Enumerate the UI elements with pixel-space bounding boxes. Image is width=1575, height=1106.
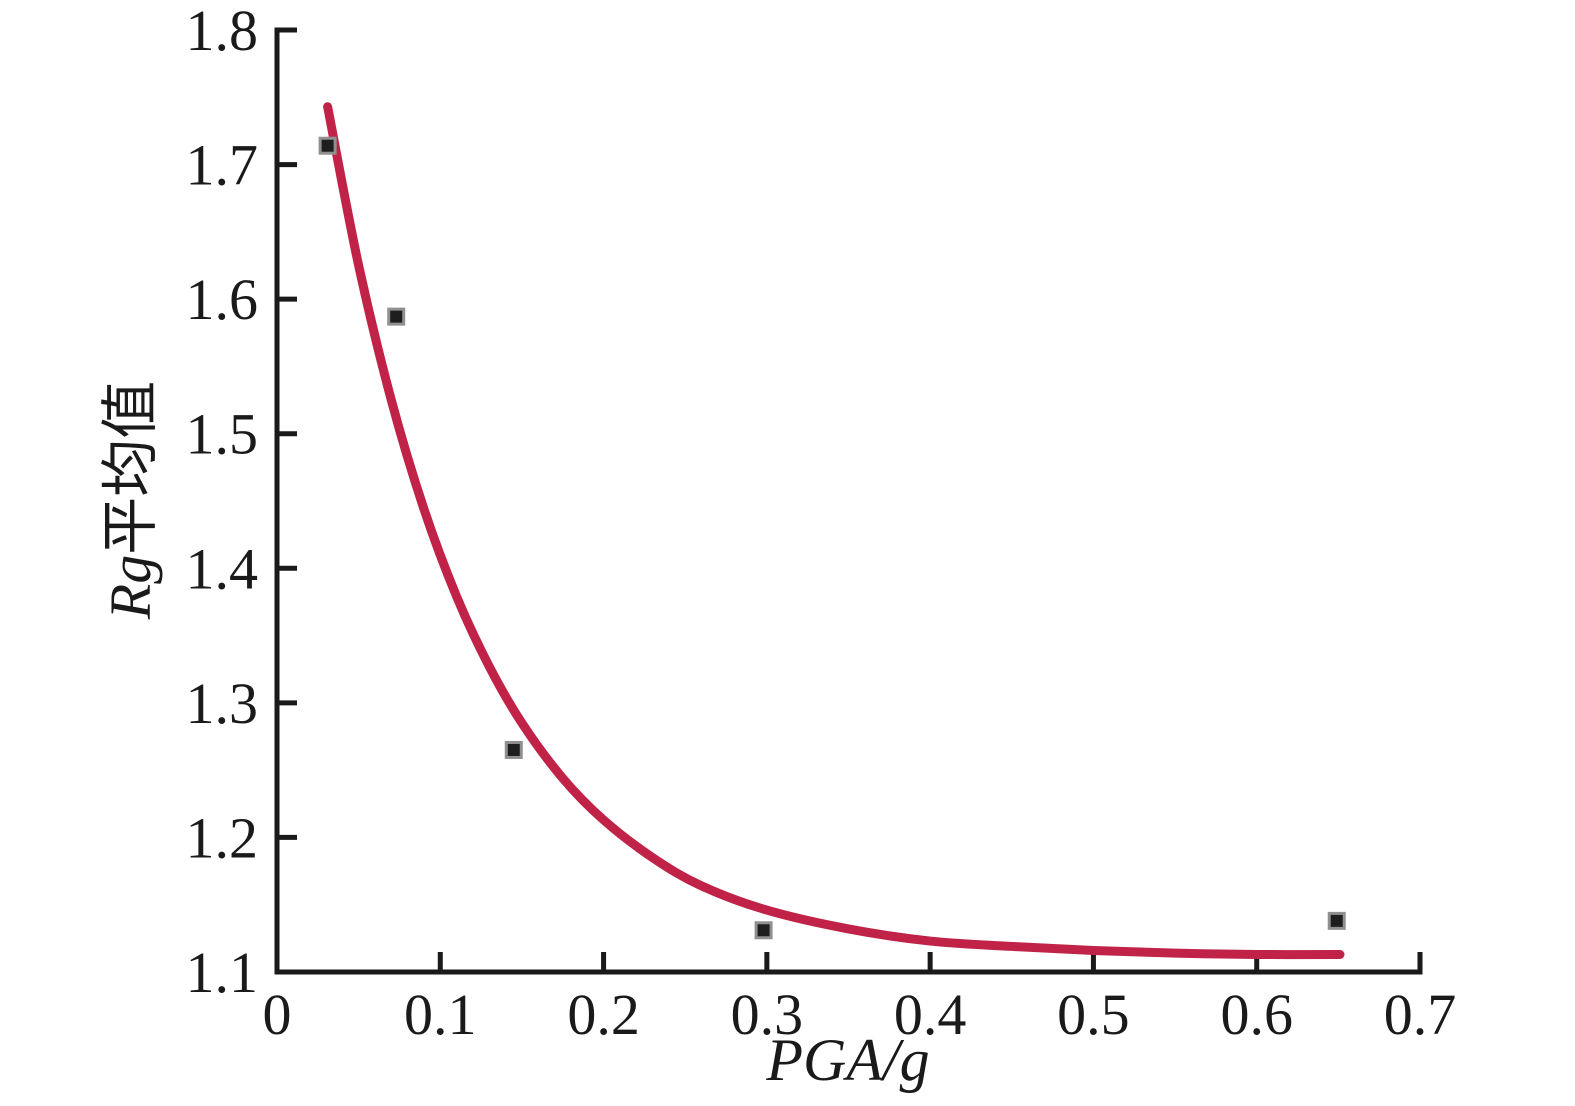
x-axis-title: PGA/g bbox=[765, 1027, 929, 1093]
y-tick-label: 1.1 bbox=[186, 940, 259, 1005]
x-tick-label: 0.7 bbox=[1384, 982, 1457, 1047]
x-tick-label: 0.4 bbox=[894, 982, 967, 1047]
y-tick-label: 1.2 bbox=[186, 805, 259, 870]
data-point-marker bbox=[504, 740, 523, 759]
y-tick-label: 1.5 bbox=[186, 402, 259, 467]
data-point-marker bbox=[387, 307, 406, 326]
y-tick-label: 1.8 bbox=[186, 0, 259, 63]
y-axis-title-cjk: 平均值 bbox=[98, 381, 163, 555]
data-point-marker bbox=[754, 921, 773, 940]
x-tick-label: 0 bbox=[263, 982, 292, 1047]
x-tick-label: 0.3 bbox=[731, 982, 804, 1047]
y-tick-label: 1.7 bbox=[186, 133, 259, 198]
y-tick-label: 1.3 bbox=[186, 671, 259, 736]
axes-frame bbox=[274, 27, 1423, 975]
x-tick-label: 0.2 bbox=[567, 982, 640, 1047]
x-tick-label: 0.5 bbox=[1057, 982, 1130, 1047]
y-axis-title: Rg平均值 bbox=[98, 381, 163, 620]
data-point-marker bbox=[1327, 911, 1346, 930]
x-tick-label: 0.6 bbox=[1220, 982, 1293, 1047]
y-tick-label: 1.6 bbox=[186, 267, 259, 332]
x-tick-label: 0.1 bbox=[404, 982, 477, 1047]
data-point-marker bbox=[318, 136, 337, 155]
fit-curve-line bbox=[323, 102, 1345, 960]
y-tick-label: 1.4 bbox=[186, 536, 259, 601]
y-axis-title-italic: Rg bbox=[98, 555, 163, 620]
